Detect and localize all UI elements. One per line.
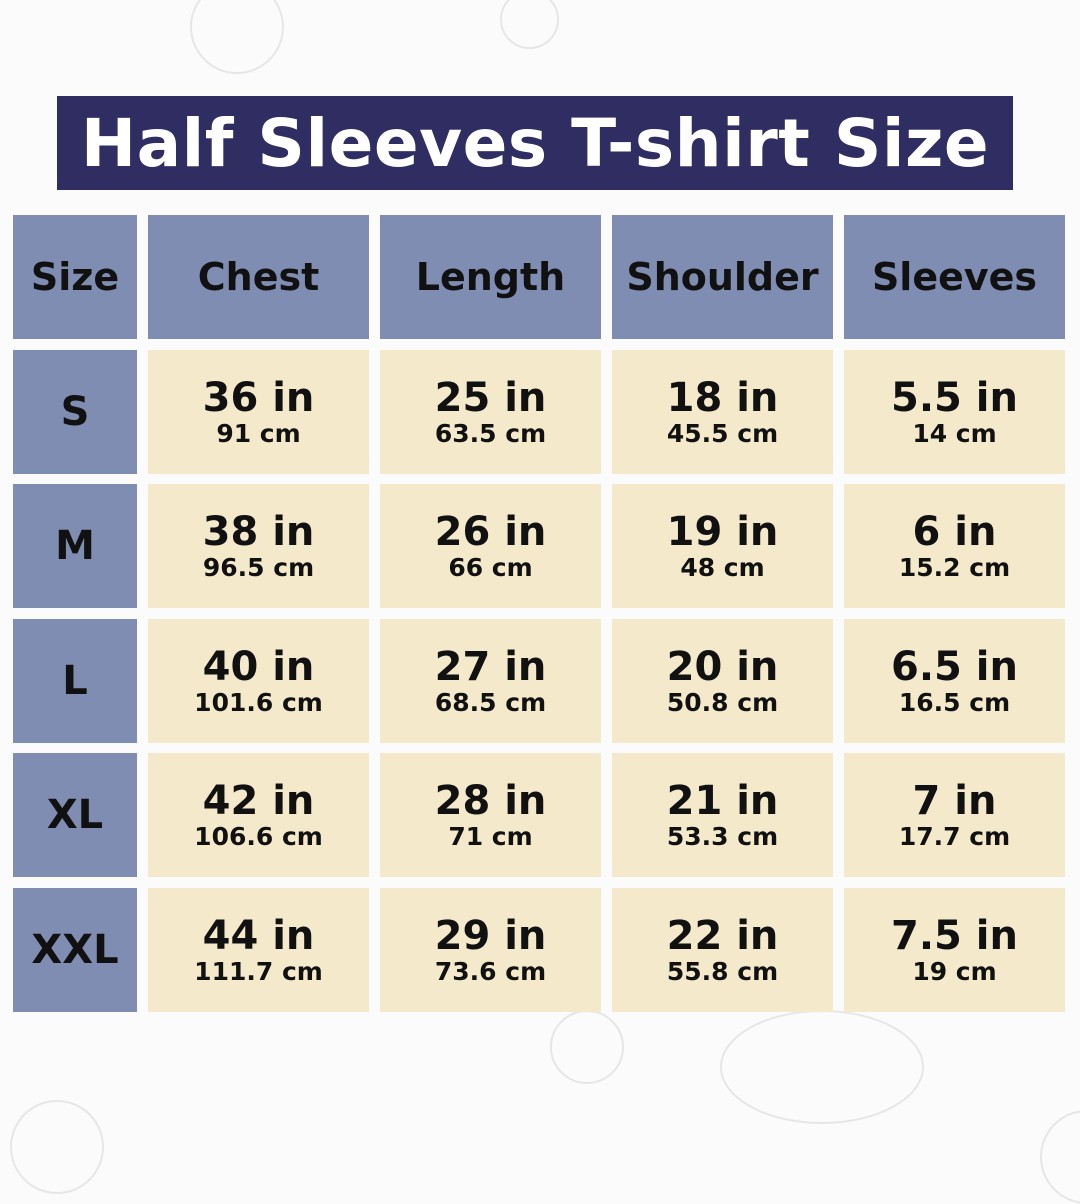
inches-value: 6.5 in — [891, 643, 1018, 690]
centimeters-value: 19 cm — [912, 956, 997, 986]
centimeters-value: 91 cm — [216, 418, 301, 448]
inches-value: 21 in — [666, 778, 779, 824]
column-header-chest: Chest — [148, 215, 369, 339]
centimeters-value: 101.6 cm — [194, 687, 323, 717]
inches-value: 42 in — [202, 778, 315, 824]
table-cell: 6.5 in 16.5 cm — [844, 618, 1065, 743]
size-label: M — [13, 484, 137, 608]
centimeters-value: 66 cm — [448, 553, 533, 582]
table-cell: 6 in 15.2 cm — [844, 484, 1065, 608]
inches-value: 44 in — [202, 912, 315, 959]
centimeters-value: 68.5 cm — [434, 687, 547, 717]
inches-value: 18 in — [666, 374, 779, 421]
centimeters-value: 48 cm — [680, 553, 765, 582]
sheep-doodle — [720, 1010, 924, 1124]
page-title: Half Sleeves T-shirt Size — [57, 96, 1013, 190]
centimeters-value: 17.7 cm — [898, 822, 1011, 851]
column-header-sleeves: Sleeves — [844, 215, 1065, 339]
column-header-shoulder: Shoulder — [612, 215, 833, 339]
table-cell: 7 in 17.7 cm — [844, 753, 1065, 877]
centimeters-value: 53.3 cm — [666, 822, 779, 851]
centimeters-value: 63.5 cm — [434, 418, 547, 448]
size-table: Size Chest Length Shoulder Sleeves S 36 in 91 c… — [13, 215, 1065, 1012]
inches-value: 22 in — [666, 912, 779, 959]
centimeters-value: 15.2 cm — [898, 553, 1011, 582]
centimeters-value: 45.5 cm — [666, 418, 779, 448]
table-cell: 26 in 66 cm — [380, 484, 601, 608]
inches-value: 36 in — [202, 374, 315, 421]
centimeters-value: 50.8 cm — [666, 687, 779, 717]
table-cell: 7.5 in 19 cm — [844, 887, 1065, 1012]
button-doodle — [500, 0, 559, 49]
yarn-ball-doodle — [1040, 1110, 1080, 1204]
table-cell: 40 in 101.6 cm — [148, 618, 369, 743]
inches-value: 27 in — [434, 643, 547, 690]
size-label: S — [13, 349, 137, 474]
inches-value: 29 in — [434, 912, 547, 959]
table-cell: 44 in 111.7 cm — [148, 887, 369, 1012]
table-cell: 27 in 68.5 cm — [380, 618, 601, 743]
centimeters-value: 106.6 cm — [194, 822, 323, 851]
inches-value: 38 in — [202, 509, 315, 555]
inches-value: 19 in — [666, 509, 779, 555]
centimeters-value: 16.5 cm — [898, 687, 1011, 717]
inches-value: 25 in — [434, 374, 547, 421]
table-cell: 42 in 106.6 cm — [148, 753, 369, 877]
table-cell: 5.5 in 14 cm — [844, 349, 1065, 474]
centimeters-value: 111.7 cm — [194, 956, 323, 986]
inches-value: 6 in — [912, 509, 997, 555]
column-header-size: Size — [13, 215, 137, 339]
table-cell: 36 in 91 cm — [148, 349, 369, 474]
table-cell: 21 in 53.3 cm — [612, 753, 833, 877]
table-cell: 29 in 73.6 cm — [380, 887, 601, 1012]
inches-value: 7 in — [912, 778, 997, 824]
table-cell: 28 in 71 cm — [380, 753, 601, 877]
inches-value: 40 in — [202, 643, 315, 690]
centimeters-value: 71 cm — [448, 822, 533, 851]
column-header-length: Length — [380, 215, 601, 339]
table-cell: 19 in 48 cm — [612, 484, 833, 608]
size-label: L — [13, 618, 137, 743]
table-cell: 25 in 63.5 cm — [380, 349, 601, 474]
table-cell: 20 in 50.8 cm — [612, 618, 833, 743]
size-label: XXL — [13, 887, 137, 1012]
inches-value: 26 in — [434, 509, 547, 555]
size-label: XL — [13, 753, 137, 877]
yarn-ball-doodle — [10, 1100, 104, 1194]
centimeters-value: 14 cm — [912, 418, 997, 448]
inches-value: 28 in — [434, 778, 547, 824]
button-doodle — [550, 1010, 624, 1084]
centimeters-value: 96.5 cm — [202, 553, 315, 582]
centimeters-value: 55.8 cm — [666, 956, 779, 986]
centimeters-value: 73.6 cm — [434, 956, 547, 986]
table-cell: 18 in 45.5 cm — [612, 349, 833, 474]
inches-value: 7.5 in — [891, 912, 1018, 959]
table-cell: 38 in 96.5 cm — [148, 484, 369, 608]
inches-value: 5.5 in — [891, 374, 1018, 421]
inches-value: 20 in — [666, 643, 779, 690]
yarn-ball-doodle — [190, 0, 284, 74]
table-cell: 22 in 55.8 cm — [612, 887, 833, 1012]
